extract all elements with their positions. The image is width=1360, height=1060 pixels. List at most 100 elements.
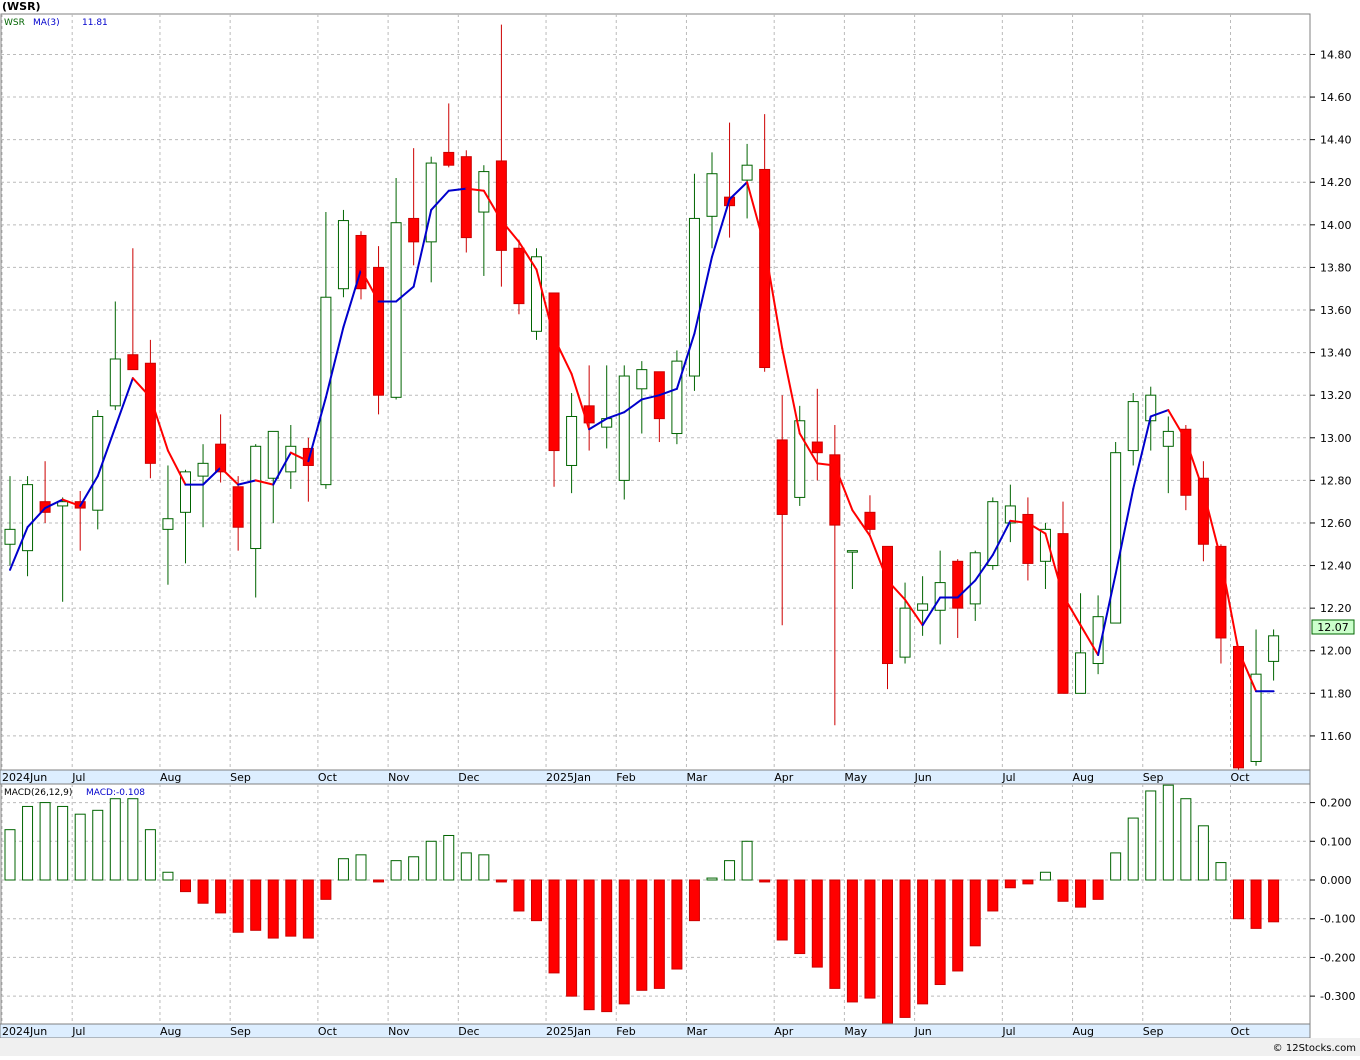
month-label: 2025Jan	[546, 771, 591, 784]
ma3-segment	[9, 526, 29, 571]
ma3-segment	[1114, 487, 1135, 576]
candle	[688, 173, 700, 391]
macd-bar	[495, 879, 507, 883]
macd-bar	[987, 879, 999, 912]
macd-bar	[1092, 879, 1104, 900]
candle-body	[1039, 528, 1051, 562]
ma3-segment	[1009, 519, 1029, 524]
ma3-segment	[798, 432, 819, 465]
month-label: Sep	[1143, 1025, 1164, 1038]
candle-body	[285, 445, 297, 473]
ma3-segment	[658, 387, 678, 397]
candle-body	[495, 160, 507, 251]
candle	[215, 414, 227, 483]
price-tick-label: 13.40	[1320, 347, 1352, 360]
macd-bar	[267, 879, 279, 939]
ma3-segment	[26, 507, 47, 529]
macd-bar	[39, 802, 51, 881]
month-label: Jul	[1001, 771, 1015, 784]
month-label: 2024Jun	[2, 1025, 47, 1038]
macd-bar	[864, 879, 876, 999]
candle-body	[969, 552, 981, 605]
price-month-labels: 2024Jun Jul Aug Sep Oct Nov Dec 2025Jan Feb Mar Ap…	[2, 771, 1250, 784]
candle-body	[460, 156, 472, 239]
ma3-segment	[711, 198, 731, 258]
macd-legend-value: MACD:-0.108	[86, 788, 145, 798]
price-tick-label: 12.60	[1320, 517, 1352, 530]
macd-bar	[4, 829, 16, 881]
price-tick-label: 14.20	[1320, 176, 1352, 189]
macd-bar	[566, 879, 578, 997]
macd-bar	[846, 879, 858, 1003]
ma3-segment	[535, 268, 556, 339]
price-date-axis	[0, 769, 1311, 785]
ma3-segment	[482, 189, 503, 222]
candle	[741, 143, 753, 219]
ma3-segment	[1219, 558, 1240, 652]
candle-body	[1075, 652, 1087, 694]
candle	[285, 425, 297, 489]
macd-bar	[337, 858, 349, 881]
candle-body	[1022, 513, 1034, 564]
macd-tick-label: 0.200	[1320, 797, 1352, 810]
macd-bar	[215, 879, 227, 914]
price-tick-label: 12.40	[1320, 560, 1352, 573]
watermark: © 12Stocks.com	[1273, 1043, 1356, 1054]
month-label: Nov	[388, 771, 410, 784]
macd-bar	[74, 813, 86, 881]
candle-body	[864, 511, 876, 530]
ma3-segment	[149, 396, 169, 452]
candle-body	[1057, 533, 1069, 694]
macd-bar	[1180, 798, 1192, 881]
macd-bar	[952, 879, 964, 972]
macd-bar	[794, 879, 806, 955]
ma3-segment	[1044, 532, 1064, 597]
candle-body	[618, 375, 630, 481]
month-label: Dec	[458, 771, 479, 784]
candle-body	[917, 603, 929, 611]
candle	[882, 545, 893, 690]
candle	[952, 559, 964, 638]
ma3-segment	[131, 377, 152, 399]
month-label: Feb	[616, 1025, 635, 1038]
macd-bar	[583, 879, 595, 1011]
candle-body	[566, 415, 578, 466]
legend-symbol: WSR	[4, 18, 25, 28]
ma3-segment	[412, 208, 433, 288]
ma3-segment	[675, 332, 696, 390]
ma3-segment	[851, 509, 871, 537]
month-label: Jul	[71, 1025, 85, 1038]
candle-body	[1110, 452, 1122, 624]
month-label: Sep	[230, 1025, 251, 1038]
ma3-segment	[79, 475, 99, 507]
macd-bar	[706, 877, 718, 881]
ma3-segment	[623, 398, 643, 414]
macd-bar	[531, 879, 542, 922]
candle	[109, 301, 121, 411]
month-label: Aug	[160, 771, 181, 784]
candle	[460, 150, 472, 253]
candle	[1162, 416, 1174, 494]
candle-body	[250, 445, 262, 550]
macd-bar	[320, 879, 332, 900]
legend-ma-label: MA(3)	[33, 18, 60, 28]
candle-body	[706, 173, 718, 217]
macd-bar	[1145, 790, 1157, 881]
candle-body	[987, 501, 999, 567]
ma3-segment	[1149, 409, 1170, 418]
candle	[4, 476, 16, 566]
macd-bar	[917, 879, 929, 1005]
macd-date-axis	[0, 1023, 1311, 1039]
candle-body	[180, 471, 191, 513]
macd-bar	[285, 879, 297, 937]
price-y-axis: 14.80 14.60 14.40 14.20 14.00 13.80 13.60 13.40…	[1310, 48, 1352, 743]
candle	[1057, 501, 1069, 694]
ma3-segment	[956, 579, 977, 599]
macd-bar	[1039, 871, 1051, 881]
macd-bar	[144, 829, 156, 881]
candle-body	[1233, 645, 1244, 769]
macd-bar	[390, 860, 402, 881]
macd-tick-label: -0.200	[1320, 951, 1355, 964]
candle	[513, 239, 525, 315]
